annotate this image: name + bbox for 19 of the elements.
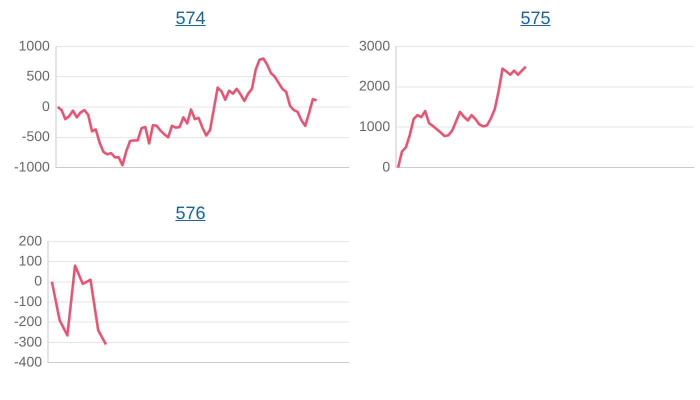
y-tick-label: 0 [382,158,390,174]
y-tick-label: 2000 [358,78,390,94]
y-tick-label: 1000 [18,37,50,54]
y-tick-label: -200 [14,313,42,330]
y-tick-label: -500 [22,128,50,144]
y-tick-label: -1000 [14,158,50,174]
chart-title: 574 [174,8,207,30]
y-tick-label: -400 [14,353,42,370]
y-tick-label: 200 [18,232,42,248]
y-tick-label: -100 [14,292,42,309]
chart-title: 576 [174,203,207,225]
y-tick-label: 1000 [358,118,390,134]
y-tick-label: 100 [18,252,42,268]
chart-title: 575 [519,8,552,30]
y-tick-label: 3000 [358,37,390,54]
y-tick-label: 0 [42,98,50,114]
y-tick-label: 500 [26,68,50,84]
y-tick-label: -300 [14,333,42,350]
y-tick-label: 0 [34,272,42,289]
